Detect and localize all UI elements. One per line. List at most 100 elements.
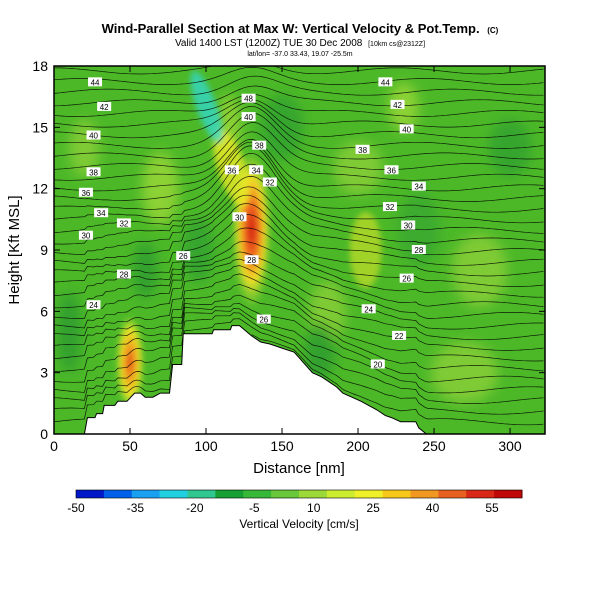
- contour-label: 28: [116, 269, 131, 280]
- colorbar-swatch: [299, 490, 328, 498]
- svg-text:36: 36: [227, 166, 236, 175]
- contour-labels: 44 42 40 38 36 34 32 30 28 26 24 48 40 38 36 34 32 30 28 26…: [78, 77, 426, 369]
- contour-label: 38: [355, 144, 370, 155]
- svg-text:32: 32: [119, 219, 128, 228]
- theta-contour: [54, 303, 544, 383]
- field-patch: [260, 94, 304, 161]
- theta-contour: [54, 294, 544, 372]
- field-patch: [488, 119, 532, 177]
- contour-label: 48: [241, 93, 256, 104]
- colorbar-tick-label: 55: [485, 501, 499, 515]
- theta-contour: [54, 66, 544, 85]
- subtitle-note: [10km cs@2312Z]: [368, 41, 425, 48]
- y-axis: 0 36 9 12 15 18: [32, 58, 545, 442]
- theta-contour: [54, 112, 544, 160]
- theta-contour: [54, 98, 544, 128]
- svg-text:34: 34: [252, 166, 261, 175]
- contour-label: 38: [252, 140, 267, 151]
- svg-text:42: 42: [100, 103, 109, 112]
- contour-label: 28: [411, 245, 426, 255]
- y-tick-label: 9: [40, 242, 48, 258]
- contour-label: 44: [88, 77, 103, 87]
- theta-contour: [54, 334, 544, 426]
- plot-area: 44 42 40 38 36 34 32 30 28 26 24 48 40 38 36 34 32 30 28 26…: [54, 66, 545, 434]
- y-tick-label: 18: [32, 58, 48, 74]
- svg-text:26: 26: [402, 275, 411, 284]
- contour-label: 34: [94, 208, 109, 218]
- theta-contour: [54, 101, 544, 139]
- chart-title: Wind-Parallel Section at Max W: Vertical…: [102, 21, 499, 36]
- theta-contour: [54, 186, 544, 256]
- svg-text:36: 36: [387, 166, 396, 175]
- contour-label: 22: [392, 330, 407, 341]
- theta-contour: [54, 227, 544, 298]
- theta-contour: [54, 75, 544, 96]
- contour-label: 30: [232, 212, 247, 222]
- field-patch: [183, 217, 214, 283]
- theta-contour: [54, 214, 544, 287]
- theta-contour: [54, 66, 544, 75]
- svg-text:20: 20: [373, 360, 382, 369]
- colorbar-swatch: [76, 490, 105, 498]
- updraft-secondary: [349, 212, 382, 288]
- theta-contour: [54, 152, 544, 224]
- svg-text:44: 44: [91, 78, 100, 87]
- svg-text:40: 40: [402, 125, 411, 134]
- colorbar-swatch: [382, 490, 411, 498]
- downdraft-plume: [190, 71, 223, 143]
- contour-label: 36: [78, 187, 93, 198]
- theta-contour: [54, 273, 544, 351]
- colorbar-tick-label: -5: [249, 501, 260, 515]
- contour-label: 32: [382, 202, 397, 212]
- contour-label: 34: [411, 181, 426, 192]
- field-patch: [133, 241, 158, 300]
- theta-contour: [54, 105, 544, 149]
- y-tick-label: 6: [40, 303, 48, 319]
- theta-contour: [54, 203, 544, 277]
- theta-contour: [54, 94, 544, 117]
- theta-contour: [54, 318, 544, 415]
- colorbar-swatch: [410, 490, 439, 498]
- contour-label: 42: [97, 101, 112, 112]
- contour-label: 38: [86, 167, 101, 177]
- svg-text:32: 32: [385, 203, 394, 212]
- x-tick-label: 250: [422, 438, 446, 454]
- contour-label: 30: [78, 230, 93, 241]
- copyright-mark: (C): [487, 26, 498, 35]
- colorbar-tick-label: -20: [186, 501, 204, 515]
- field-patch: [304, 323, 336, 381]
- colorbar-swatch: [326, 490, 356, 498]
- svg-text:40: 40: [89, 132, 98, 141]
- terrain: [54, 325, 545, 434]
- colorbar-tick-label: 25: [366, 501, 380, 515]
- svg-text:34: 34: [97, 209, 106, 218]
- svg-text:28: 28: [247, 256, 256, 265]
- svg-text:24: 24: [364, 305, 373, 314]
- colorbar-frame: [75, 489, 523, 499]
- svg-text:36: 36: [81, 189, 90, 198]
- x-tick-label: 50: [122, 438, 138, 454]
- colorbar-label: Vertical Velocity [cm/s]: [239, 517, 358, 531]
- y-tick-label: 0: [40, 426, 48, 442]
- svg-text:38: 38: [358, 146, 367, 155]
- colorbar-tick-label: 10: [307, 501, 321, 515]
- theta-contour: [54, 308, 544, 394]
- svg-text:32: 32: [265, 179, 274, 188]
- contour-label: 36: [384, 165, 399, 175]
- contour-label: 32: [262, 177, 277, 188]
- chart-subtitle-2: lat/lon= -37.0 33.43, 19.07 -25.5m: [247, 51, 352, 58]
- contour-label: 32: [116, 218, 131, 228]
- colorbar: -50 -35 -20 -5 10 25 40 55: [67, 489, 523, 515]
- theta-contours: [54, 66, 544, 426]
- contour-label: 40: [399, 124, 414, 134]
- contour-label: 40: [241, 112, 256, 122]
- colorbar-swatch: [131, 490, 161, 498]
- svg-text:30: 30: [235, 213, 244, 222]
- y-tick-label: 15: [32, 119, 48, 135]
- colorbar-tick-label: -35: [127, 501, 145, 515]
- x-axis: 0 50 100 150 200 250 300: [50, 66, 522, 454]
- y-tick-label: 12: [32, 181, 48, 197]
- contour-label: 20: [370, 359, 385, 369]
- colorbar-swatch: [466, 490, 495, 498]
- svg-text:22: 22: [395, 332, 404, 341]
